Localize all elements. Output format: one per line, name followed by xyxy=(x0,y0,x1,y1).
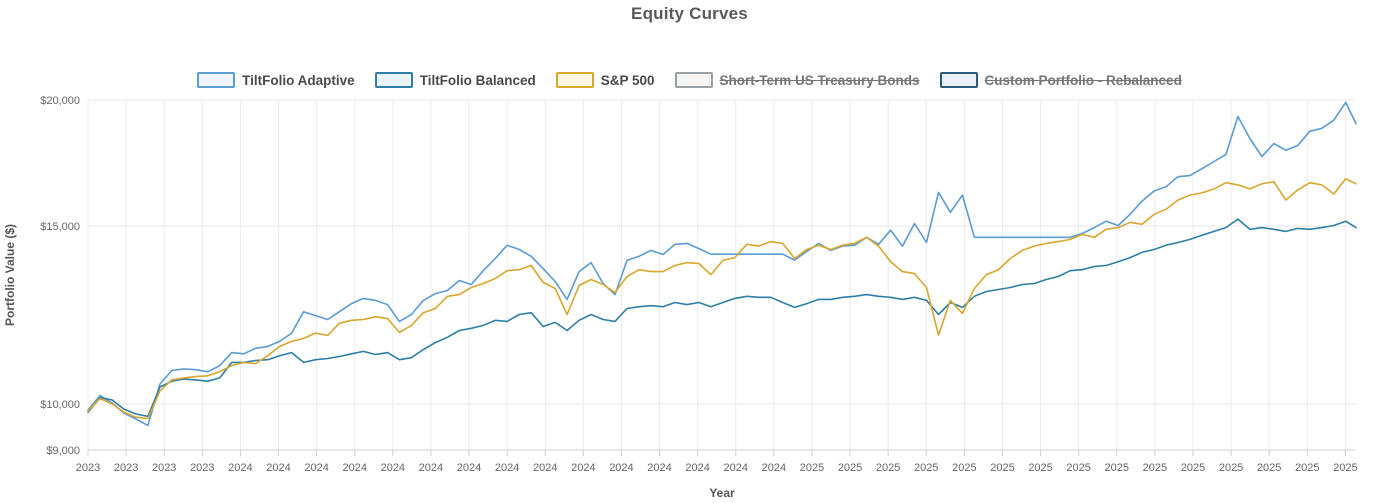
x-tick-label: 2024 xyxy=(571,462,595,474)
x-tick-label: 2025 xyxy=(800,462,824,474)
x-tick-label: 2024 xyxy=(457,462,481,474)
x-tick-label: 2025 xyxy=(838,462,862,474)
chart-legend: TiltFolio Adaptive TiltFolio Balanced S&P … xyxy=(0,72,1379,88)
series-line-tiltfolio-balanced xyxy=(87,218,1357,418)
y-tick-label: $15,000 xyxy=(40,221,80,233)
x-tick-label: 2025 xyxy=(876,462,900,474)
series-line-tiltfolio-adaptive xyxy=(87,101,1357,427)
x-tick-label: 2025 xyxy=(1105,462,1129,474)
series-line-s-p-500 xyxy=(87,178,1357,420)
x-tick-label: 2024 xyxy=(533,462,557,474)
x-tick-label: 2024 xyxy=(724,462,748,474)
x-tick-label: 2023 xyxy=(76,462,100,474)
legend-label: S&P 500 xyxy=(600,72,655,88)
x-tick-label: 2023 xyxy=(114,462,138,474)
chart-title: Equity Curves xyxy=(631,4,748,23)
x-tick-label: 2025 xyxy=(990,462,1014,474)
legend-swatch xyxy=(374,72,413,88)
legend-label: TiltFolio Balanced xyxy=(419,72,536,88)
x-tick-label: 2024 xyxy=(419,462,443,474)
legend-label: Custom Portfolio - Rebalanced xyxy=(984,72,1182,88)
x-tick-label: 2025 xyxy=(952,462,976,474)
x-tick-label: 2025 xyxy=(1143,462,1167,474)
x-tick-label: 2023 xyxy=(152,462,176,474)
x-tick-label: 2024 xyxy=(266,462,290,474)
legend-item-s-p-500[interactable]: S&P 500 xyxy=(555,72,655,88)
x-tick-label: 2025 xyxy=(1028,462,1052,474)
legend-label: Short-Term US Treasury Bonds xyxy=(719,72,920,88)
x-tick-label: 2025 xyxy=(1219,462,1243,474)
x-axis-title: Year xyxy=(709,486,735,500)
x-tick-label: 2023 xyxy=(190,462,214,474)
x-tick-label: 2025 xyxy=(914,462,938,474)
x-tick-label: 2024 xyxy=(609,462,633,474)
legend-item-tiltfolio-balanced[interactable]: TiltFolio Balanced xyxy=(374,72,536,88)
legend-label: TiltFolio Adaptive xyxy=(242,72,355,88)
y-tick-label: $10,000 xyxy=(40,399,80,411)
x-tick-label: 2024 xyxy=(647,462,671,474)
legend-swatch xyxy=(555,72,594,88)
legend-swatch xyxy=(197,72,236,88)
x-tick-label: 2025 xyxy=(1333,462,1357,474)
x-tick-label: 2025 xyxy=(1257,462,1281,474)
x-tick-label: 2025 xyxy=(1066,462,1090,474)
x-tick-label: 2025 xyxy=(1181,462,1205,474)
legend-swatch xyxy=(674,72,713,88)
legend-item-tiltfolio-adaptive[interactable]: TiltFolio Adaptive xyxy=(197,72,355,88)
x-tick-label: 2025 xyxy=(1295,462,1319,474)
x-tick-label: 2024 xyxy=(228,462,252,474)
legend-swatch xyxy=(939,72,978,88)
y-tick-label: $20,000 xyxy=(40,95,80,107)
x-tick-label: 2024 xyxy=(685,462,709,474)
x-tick-label: 2024 xyxy=(762,462,786,474)
y-tick-label: $9,000 xyxy=(46,445,80,457)
x-tick-label: 2024 xyxy=(495,462,519,474)
x-tick-label: 2024 xyxy=(342,462,366,474)
legend-item-custom-portfolio-rebalanced[interactable]: Custom Portfolio - Rebalanced xyxy=(939,72,1182,88)
legend-item-short-term-us-treasury-bonds[interactable]: Short-Term US Treasury Bonds xyxy=(674,72,920,88)
x-tick-label: 2024 xyxy=(304,462,328,474)
y-axis-title: Portfolio Value ($) xyxy=(3,224,17,326)
x-tick-label: 2024 xyxy=(381,462,405,474)
